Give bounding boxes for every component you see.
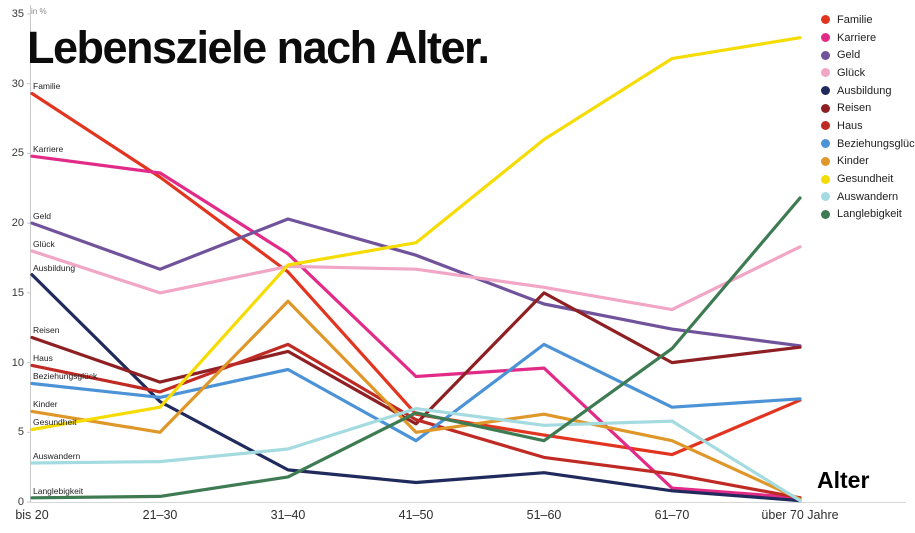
series-line-haus [30,342,802,500]
series-start-label-langlebigkeit: Langlebigkeit [33,485,84,496]
series-line-auswandern [30,407,802,503]
legend-item-haus: Haus [821,117,915,135]
series-line-reisen [30,291,802,426]
legend-label: Glück [837,66,866,79]
x-tick-label: 41–50 [398,508,434,522]
legend-label: Gesundheit [837,173,894,186]
legend-item-langlebigkeit: Langlebigkeit [821,206,915,224]
legend-label: Kinder [837,155,869,168]
legend-label: Auswandern [837,190,899,203]
legend-label: Familie [837,13,873,26]
legend-item-kinder: Kinder [821,153,915,171]
legend-color-dot [821,156,830,166]
series-start-label-karriere: Karriere [33,144,64,155]
series-start-label-beziehungsgl-ck: Beziehungsglück [33,371,98,382]
legend-item-beziehungsgl-ck: Beziehungsglück [821,135,915,153]
legend-label: Geld [837,49,861,62]
legend-color-dot [821,139,830,149]
y-tick-label: 30 [11,77,24,90]
series-start-label-geld: Geld [33,211,51,222]
legend-color-dot [821,68,830,78]
series-line-ausbildung [30,273,802,503]
legend-color-dot [821,209,830,219]
series-start-label-familie: Familie [33,81,61,92]
series-line-langlebigkeit [30,196,802,500]
legend-label: Ausbildung [837,84,892,97]
legend-color-dot [821,50,830,60]
series-line-familie [30,91,802,457]
series-line-karriere [30,154,802,500]
series-start-label-kinder: Kinder [33,399,58,410]
series-line-gesundheit [30,36,802,432]
x-tick-label: 21–30 [142,508,178,522]
legend: Familie Karriere Geld Glück Ausbildung Reisen… [821,11,915,223]
x-tick-label: bis 20 [15,508,49,522]
legend-color-dot [821,192,830,202]
series-line-kinder [30,299,802,501]
legend-color-dot [821,103,830,113]
series-line-geld [30,217,802,348]
x-tick-label: 31–40 [270,508,306,522]
series-start-label-haus: Haus [33,353,53,364]
y-tick-label: 20 [11,217,24,230]
series-line-beziehungsgl-ck [30,342,802,443]
y-tick-label: 10 [11,356,24,369]
series-start-label-ausbildung: Ausbildung [33,262,76,273]
chart-title: Lebensziele nach Alter. [27,22,490,73]
y-tick-label: 35 [11,8,24,20]
y-axis-unit-label: in % [31,7,47,16]
legend-item-geld: Geld [821,46,915,64]
legend-item-auswandern: Auswandern [821,188,915,206]
legend-item-familie: Familie [821,11,915,29]
legend-item-ausbildung: Ausbildung [821,82,915,100]
legend-item-gesundheit: Gesundheit [821,170,915,188]
legend-item-gl-ck: Glück [821,64,915,82]
legend-label: Karriere [837,31,877,44]
y-tick-label: 25 [11,147,24,160]
legend-color-dot [821,174,830,184]
legend-color-dot [821,121,830,131]
series-start-label-gesundheit: Gesundheit [33,417,77,428]
series-start-label-auswandern: Auswandern [33,450,81,461]
legend-item-karriere: Karriere [821,29,915,47]
y-tick-label: 0 [17,496,24,508]
legend-color-dot [821,86,830,96]
legend-item-reisen: Reisen [821,99,915,117]
y-tick-label: 5 [17,426,24,439]
series-start-label-gl-ck: Glück [33,239,55,250]
x-axis-title: Alter [817,467,870,493]
series-line-gl-ck [30,245,802,312]
x-tick-label: über 70 Jahre [761,508,839,522]
y-tick-label: 15 [11,286,24,299]
legend-label: Langlebigkeit [837,208,902,221]
legend-label: Beziehungsglück [837,137,915,150]
x-tick-label: 51–60 [526,508,562,522]
legend-label: Haus [837,119,863,132]
legend-color-dot [821,15,830,25]
series-start-label-reisen: Reisen [33,325,60,336]
legend-color-dot [821,33,830,43]
legend-label: Reisen [837,102,872,115]
x-tick-label: 61–70 [654,508,690,522]
